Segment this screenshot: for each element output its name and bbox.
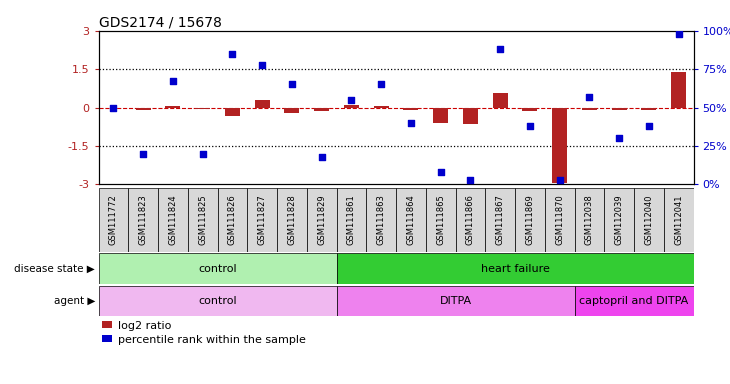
Bar	[575, 286, 693, 316]
Bar	[218, 188, 247, 252]
Point	[435, 169, 447, 175]
Point	[613, 135, 625, 141]
Bar	[195, 108, 210, 109]
Bar	[158, 188, 188, 252]
Bar	[307, 188, 337, 252]
Point	[583, 94, 595, 100]
Bar	[433, 108, 448, 123]
Text: captopril and DITPA: captopril and DITPA	[580, 296, 688, 306]
Bar	[285, 108, 299, 113]
Point	[554, 177, 566, 183]
Bar	[612, 108, 626, 109]
Bar	[337, 286, 575, 316]
Bar	[136, 108, 150, 109]
Bar	[404, 108, 418, 110]
Text: heart failure: heart failure	[480, 264, 550, 274]
Text: GSM111864: GSM111864	[407, 194, 415, 245]
Bar	[188, 188, 218, 252]
Text: GSM112039: GSM112039	[615, 195, 623, 245]
Point	[345, 97, 357, 103]
Point	[405, 120, 417, 126]
Text: GSM111824: GSM111824	[169, 195, 177, 245]
Text: control: control	[199, 296, 237, 306]
Point	[464, 177, 476, 183]
Bar	[225, 108, 240, 116]
Bar	[671, 72, 686, 108]
Bar	[128, 188, 158, 252]
Text: GSM111866: GSM111866	[466, 194, 475, 245]
Text: GSM111869: GSM111869	[526, 194, 534, 245]
Bar	[552, 108, 567, 183]
Text: GSM111870: GSM111870	[555, 194, 564, 245]
Text: GSM111828: GSM111828	[288, 194, 296, 245]
Text: percentile rank within the sample: percentile rank within the sample	[118, 335, 305, 345]
Point	[197, 151, 209, 157]
Point	[643, 123, 655, 129]
Bar	[485, 188, 515, 252]
Text: GSM111861: GSM111861	[347, 194, 356, 245]
Text: GSM111865: GSM111865	[436, 194, 445, 245]
Point	[524, 123, 536, 129]
Bar	[575, 188, 604, 252]
Text: DITPA: DITPA	[439, 296, 472, 306]
Bar	[366, 188, 396, 252]
Point	[494, 46, 506, 52]
Bar	[344, 105, 359, 108]
Text: control: control	[199, 264, 237, 274]
Bar	[337, 188, 366, 252]
Text: log2 ratio: log2 ratio	[118, 321, 171, 331]
Bar	[515, 188, 545, 252]
Bar	[277, 188, 307, 252]
Point	[137, 151, 149, 157]
Bar	[493, 93, 507, 108]
Bar	[99, 188, 128, 252]
Text: agent ▶: agent ▶	[53, 296, 95, 306]
Bar	[634, 188, 664, 252]
Text: GSM111826: GSM111826	[228, 194, 237, 245]
Bar	[456, 188, 485, 252]
Bar	[463, 108, 478, 124]
Bar	[255, 100, 269, 108]
Text: GDS2174 / 15678: GDS2174 / 15678	[99, 16, 221, 30]
Bar	[396, 188, 426, 252]
Bar	[642, 108, 656, 109]
Point	[286, 81, 298, 88]
Bar	[426, 188, 456, 252]
Bar	[604, 188, 634, 252]
Bar	[314, 108, 329, 111]
Bar	[523, 108, 537, 111]
Bar	[337, 253, 694, 284]
Text: GSM111867: GSM111867	[496, 194, 504, 245]
Bar	[166, 106, 180, 108]
Bar	[582, 108, 597, 109]
Point	[226, 51, 238, 57]
Bar	[99, 253, 337, 284]
Point	[673, 31, 685, 37]
Point	[375, 81, 387, 88]
Point	[316, 154, 328, 160]
Point	[107, 104, 119, 111]
Text: GSM111825: GSM111825	[198, 195, 207, 245]
Text: GSM111823: GSM111823	[139, 194, 147, 245]
Text: GSM111829: GSM111829	[317, 195, 326, 245]
Point	[167, 78, 179, 84]
Text: GSM111827: GSM111827	[258, 194, 266, 245]
Text: GSM111863: GSM111863	[377, 194, 385, 245]
Text: disease state ▶: disease state ▶	[14, 264, 95, 274]
Bar	[247, 188, 277, 252]
Bar	[99, 286, 337, 316]
Bar	[374, 106, 388, 108]
Point	[256, 61, 268, 68]
Text: GSM112041: GSM112041	[674, 195, 683, 245]
Text: GSM112038: GSM112038	[585, 194, 594, 245]
Bar	[545, 188, 575, 252]
Bar	[664, 188, 694, 252]
Text: GSM112040: GSM112040	[645, 195, 653, 245]
Text: GSM111772: GSM111772	[109, 194, 118, 245]
